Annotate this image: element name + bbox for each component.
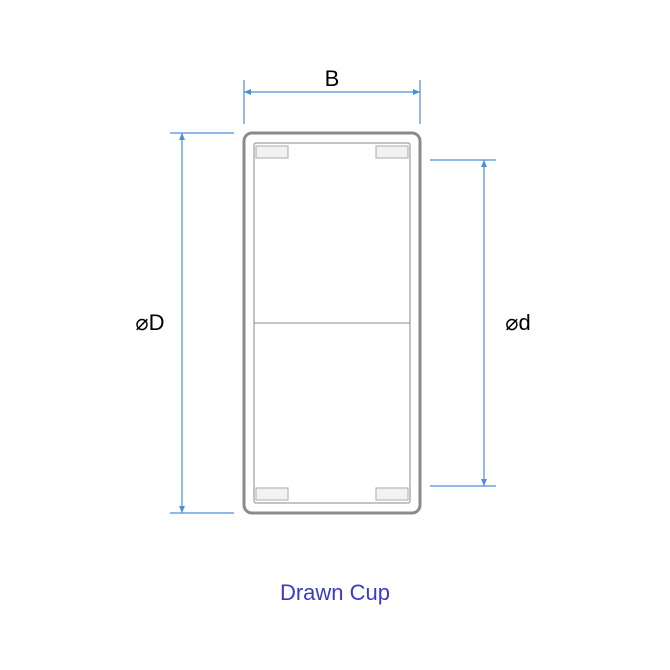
diagram-svg: B ⌀D ⌀d: [0, 0, 670, 670]
dim-D-label: ⌀D: [135, 310, 164, 335]
dim-B-label: B: [325, 66, 340, 91]
dim-d-label: ⌀d: [505, 310, 530, 335]
needle-roller: [256, 488, 288, 500]
diagram-canvas: B ⌀D ⌀d Drawn Cup: [0, 0, 670, 670]
needle-roller: [376, 488, 408, 500]
needle-roller: [376, 146, 408, 158]
caption: Drawn Cup: [0, 580, 670, 606]
needle-roller: [256, 146, 288, 158]
